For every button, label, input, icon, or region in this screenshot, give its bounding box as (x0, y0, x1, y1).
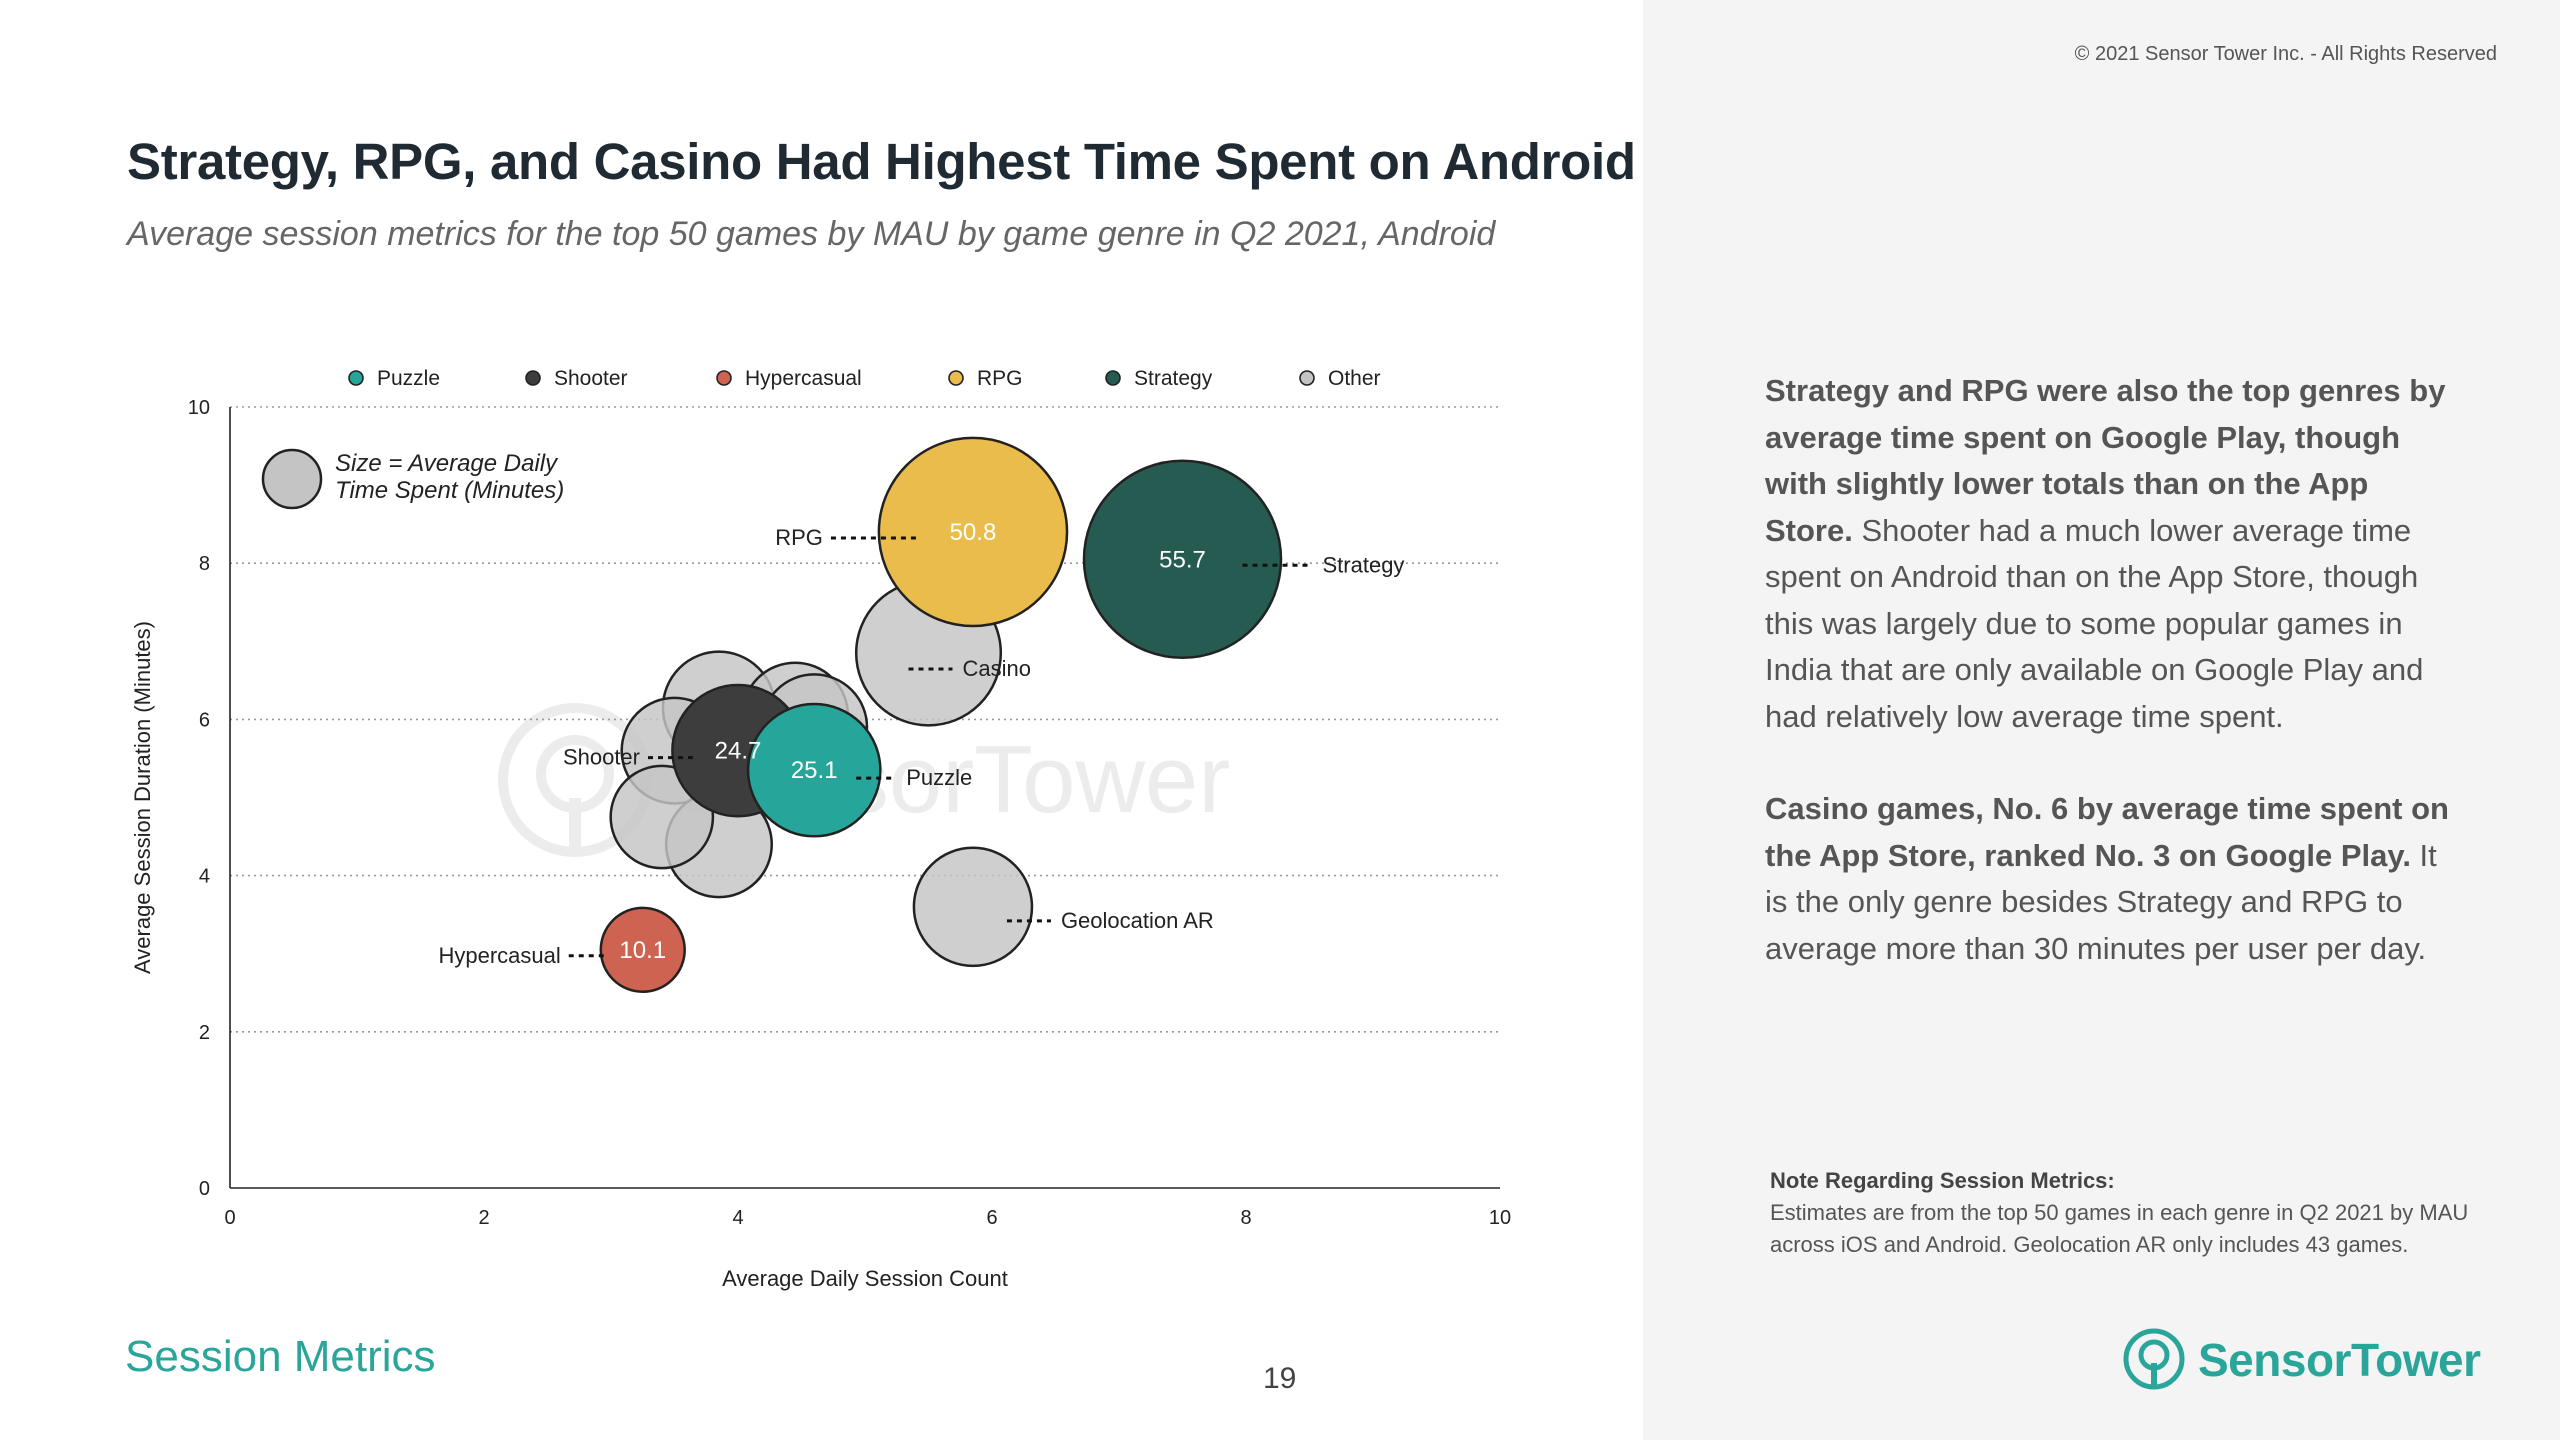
page-number: 19 (1263, 1362, 1297, 1395)
callout-label-shooter: Shooter (563, 745, 640, 770)
value-label-rpg: 50.8 (950, 519, 997, 546)
bubble-strategy (1082, 459, 1283, 660)
y-tick-label-3: 6 (199, 709, 210, 731)
legend-label-other: Other (1328, 367, 1381, 390)
bubble-puzzle (746, 702, 882, 838)
sensor-tower-logo-icon (2123, 1328, 2185, 1390)
brand-logo: SensorTower (2122, 1325, 2481, 1395)
x-tick-label-0: 0 (224, 1207, 235, 1229)
legend-marker-hypercasual (716, 370, 732, 386)
callout-label-hypercasual: Hypercasual (438, 943, 560, 968)
note-text: Estimates are from the top 50 games in e… (1770, 1200, 2469, 1257)
legend-label-puzzle: Puzzle (377, 367, 440, 390)
y-tick-label-0: 0 (199, 1178, 210, 1200)
note-title: Note Regarding Session Metrics: (1770, 1168, 2115, 1193)
copyright-text: © 2021 Sensor Tower Inc. - All Rights Re… (2074, 43, 2497, 65)
x-tick-label-1: 2 (478, 1207, 489, 1229)
callout-label-geolocation-ar: Geolocation AR (1061, 908, 1214, 933)
y-tick-label-1: 2 (199, 1022, 210, 1044)
legend-marker-shooter (525, 370, 541, 386)
legend-label-hypercasual: Hypercasual (745, 367, 862, 390)
value-label-shooter: 24.7 (715, 738, 762, 765)
insight-2-text: It is the only genre besides Strategy an… (1765, 837, 2437, 966)
callout-label-casino: Casino (963, 656, 1031, 681)
legend-marker-other (1299, 370, 1315, 386)
section-name: Session Metrics (125, 1332, 436, 1381)
watermark-icon-stem (569, 798, 581, 856)
x-tick-label-3: 6 (986, 1207, 997, 1229)
size-legend-line-1: Size = Average Daily (335, 450, 559, 477)
insight-1-text: Shooter had a much lower average time sp… (1765, 512, 2424, 734)
legend-marker-rpg (948, 370, 964, 386)
page-subtitle: Average session metrics for the top 50 g… (127, 215, 1496, 253)
size-legend-line-2: Time Spent (Minutes) (335, 477, 564, 504)
x-tick-label-4: 8 (1240, 1207, 1251, 1229)
x-axis-title: Average Daily Session Count (722, 1266, 1008, 1291)
bubble-hypercasual (599, 906, 686, 993)
y-axis-title: Average Session Duration (Minutes) (130, 621, 155, 974)
commentary-panel (1643, 0, 2560, 1440)
bubble-geolocation-ar (912, 846, 1034, 968)
x-tick-label-2: 4 (732, 1207, 743, 1229)
callout-label-strategy: Strategy (1323, 552, 1405, 577)
insight-paragraph-2: Casino games, No. 6 by average time spen… (1765, 786, 2455, 972)
insight-paragraph-1: Strategy and RPG were also the top genre… (1765, 368, 2455, 740)
brand-name: SensorTower (2198, 1334, 2481, 1386)
legend-marker-strategy (1105, 370, 1121, 386)
value-label-puzzle: 25.1 (791, 757, 838, 784)
callout-label-puzzle: Puzzle (906, 765, 972, 790)
bubble-rpg (877, 436, 1069, 628)
page-title: Strategy, RPG, and Casino Had Highest Ti… (127, 133, 1636, 190)
value-label-hypercasual: 10.1 (619, 937, 666, 964)
legend-label-strategy: Strategy (1134, 367, 1213, 390)
size-legend-bubble (261, 448, 323, 510)
y-tick-label-2: 4 (199, 866, 210, 888)
x-tick-label-5: 10 (1489, 1207, 1511, 1229)
callout-label-rpg: RPG (775, 525, 823, 550)
methodology-note: Note Regarding Session Metrics: Estimate… (1770, 1165, 2470, 1261)
legend-marker-puzzle (348, 370, 364, 386)
insight-1-bold: Strategy and RPG were also the top genre… (1765, 373, 2446, 548)
y-tick-label-4: 8 (199, 553, 210, 575)
y-tick-label-5: 10 (188, 397, 210, 419)
value-label-strategy: 55.7 (1159, 546, 1206, 573)
legend-label-shooter: Shooter (554, 367, 628, 390)
insight-2-bold: Casino games, No. 6 by average time spen… (1765, 791, 2449, 873)
legend-label-rpg: RPG (977, 367, 1023, 390)
